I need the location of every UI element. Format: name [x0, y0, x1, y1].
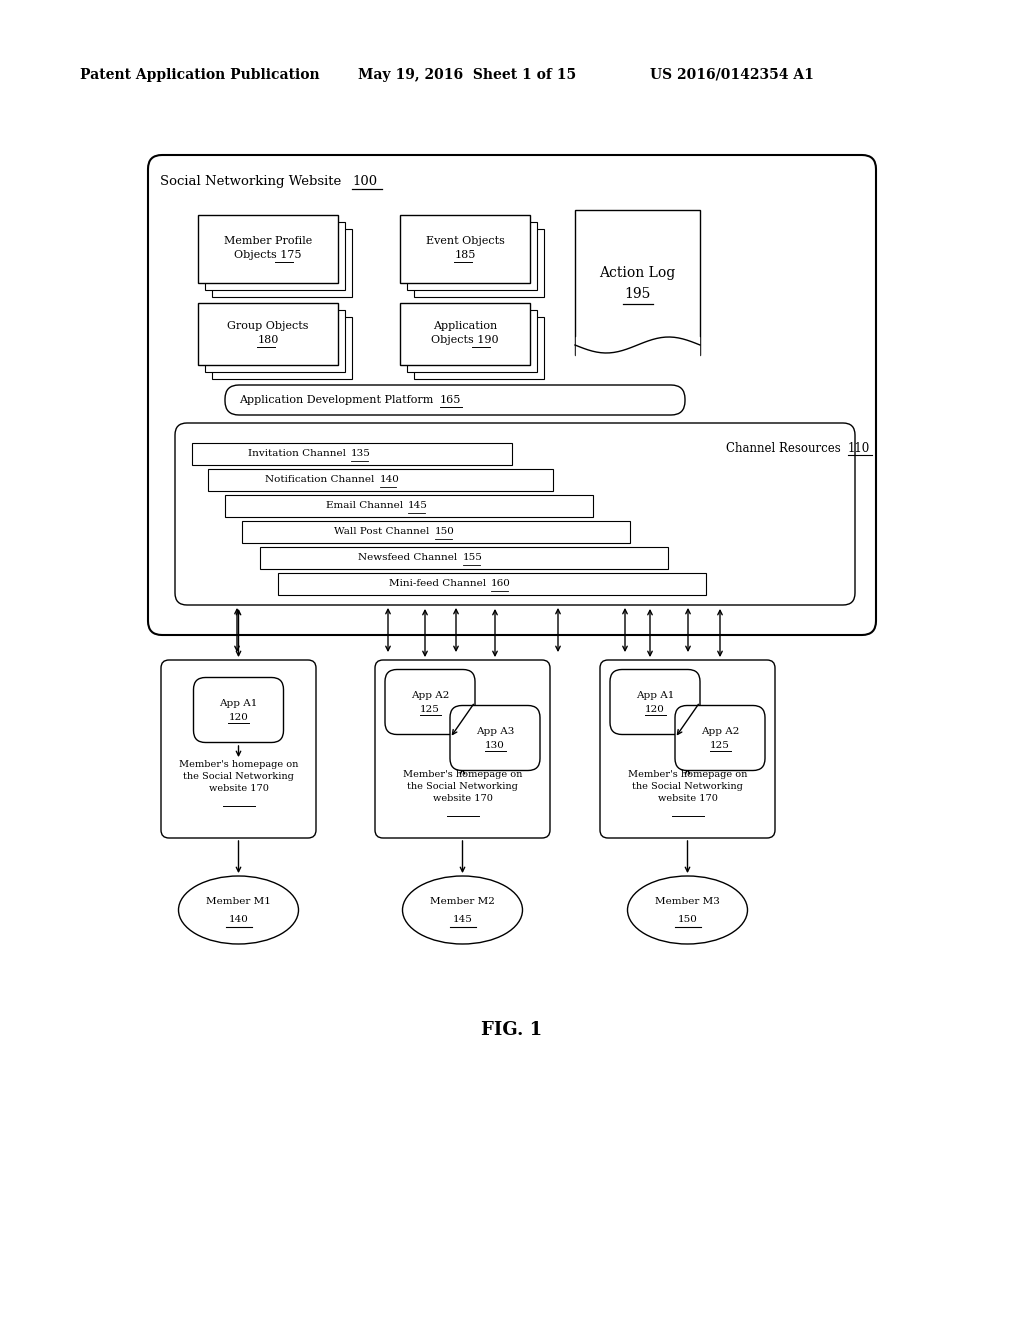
FancyBboxPatch shape — [600, 660, 775, 838]
Text: FIG. 1: FIG. 1 — [481, 1020, 543, 1039]
Text: 100: 100 — [352, 176, 377, 187]
FancyBboxPatch shape — [175, 422, 855, 605]
Text: Member's homepage on
the Social Networking
website 170: Member's homepage on the Social Networki… — [628, 770, 748, 803]
Bar — [242, 521, 630, 543]
Bar — [400, 304, 530, 366]
Bar — [212, 228, 352, 297]
Text: 125: 125 — [710, 741, 730, 750]
Ellipse shape — [178, 876, 299, 944]
Bar — [407, 310, 537, 372]
FancyBboxPatch shape — [148, 154, 876, 635]
Bar — [193, 444, 512, 465]
Bar — [407, 222, 537, 290]
Text: 150: 150 — [435, 528, 455, 536]
Text: Application: Application — [433, 321, 497, 331]
Text: App A3: App A3 — [476, 726, 514, 735]
Text: Newsfeed Channel: Newsfeed Channel — [358, 553, 461, 562]
FancyBboxPatch shape — [375, 660, 550, 838]
Text: Action Log: Action Log — [599, 265, 676, 280]
Bar — [575, 210, 700, 355]
Text: 155: 155 — [463, 553, 483, 562]
Text: 125: 125 — [420, 705, 440, 714]
Bar — [400, 215, 530, 282]
Text: Group Objects: Group Objects — [227, 321, 309, 331]
Text: Event Objects: Event Objects — [426, 236, 505, 246]
Text: 180: 180 — [257, 335, 279, 345]
Text: 120: 120 — [645, 705, 665, 714]
Bar — [212, 317, 352, 379]
Text: 145: 145 — [453, 915, 472, 924]
Bar — [198, 304, 338, 366]
Text: 140: 140 — [228, 915, 249, 924]
Text: US 2016/0142354 A1: US 2016/0142354 A1 — [650, 69, 814, 82]
Text: Email Channel: Email Channel — [326, 502, 406, 511]
Text: Member M2: Member M2 — [430, 896, 495, 906]
Text: 120: 120 — [228, 713, 249, 722]
Text: Objects 190: Objects 190 — [431, 335, 499, 345]
FancyBboxPatch shape — [385, 669, 475, 734]
Text: 140: 140 — [380, 475, 399, 484]
Text: 150: 150 — [678, 915, 697, 924]
Bar — [205, 310, 345, 372]
Bar — [414, 228, 544, 297]
Text: Member Profile: Member Profile — [224, 236, 312, 246]
Text: Mini-feed Channel: Mini-feed Channel — [389, 579, 489, 589]
FancyBboxPatch shape — [225, 385, 685, 414]
Text: Objects 175: Objects 175 — [234, 249, 302, 260]
Bar — [208, 469, 553, 491]
Text: Member M3: Member M3 — [655, 896, 720, 906]
Text: App A2: App A2 — [700, 726, 739, 735]
Text: May 19, 2016  Sheet 1 of 15: May 19, 2016 Sheet 1 of 15 — [358, 69, 577, 82]
Text: 160: 160 — [490, 579, 511, 589]
Text: Channel Resources: Channel Resources — [726, 442, 845, 455]
Text: Patent Application Publication: Patent Application Publication — [80, 69, 319, 82]
FancyBboxPatch shape — [194, 677, 284, 742]
Ellipse shape — [628, 876, 748, 944]
Text: Member's homepage on
the Social Networking
website 170: Member's homepage on the Social Networki… — [402, 770, 522, 803]
Bar — [225, 495, 593, 517]
Text: 195: 195 — [625, 288, 650, 301]
Text: App A1: App A1 — [636, 690, 674, 700]
Bar — [205, 222, 345, 290]
Text: Member M1: Member M1 — [206, 896, 271, 906]
Text: Member's homepage on
the Social Networking
website 170: Member's homepage on the Social Networki… — [179, 760, 298, 792]
Text: 110: 110 — [848, 442, 870, 455]
FancyBboxPatch shape — [161, 660, 316, 838]
Text: 135: 135 — [351, 450, 371, 458]
Text: App A2: App A2 — [411, 690, 450, 700]
Text: Application Development Platform: Application Development Platform — [240, 395, 437, 405]
Bar — [260, 546, 668, 569]
Text: App A1: App A1 — [219, 698, 258, 708]
FancyBboxPatch shape — [675, 705, 765, 771]
Bar — [278, 573, 706, 595]
Text: 145: 145 — [408, 502, 428, 511]
FancyBboxPatch shape — [610, 669, 700, 734]
Text: 185: 185 — [455, 249, 476, 260]
Text: 165: 165 — [440, 395, 462, 405]
FancyBboxPatch shape — [450, 705, 540, 771]
Bar — [198, 215, 338, 282]
Text: 130: 130 — [485, 741, 505, 750]
Text: Social Networking Website: Social Networking Website — [160, 176, 345, 187]
Text: Invitation Channel: Invitation Channel — [248, 450, 349, 458]
Bar — [414, 317, 544, 379]
Text: Notification Channel: Notification Channel — [265, 475, 378, 484]
Text: Wall Post Channel: Wall Post Channel — [335, 528, 433, 536]
Ellipse shape — [402, 876, 522, 944]
